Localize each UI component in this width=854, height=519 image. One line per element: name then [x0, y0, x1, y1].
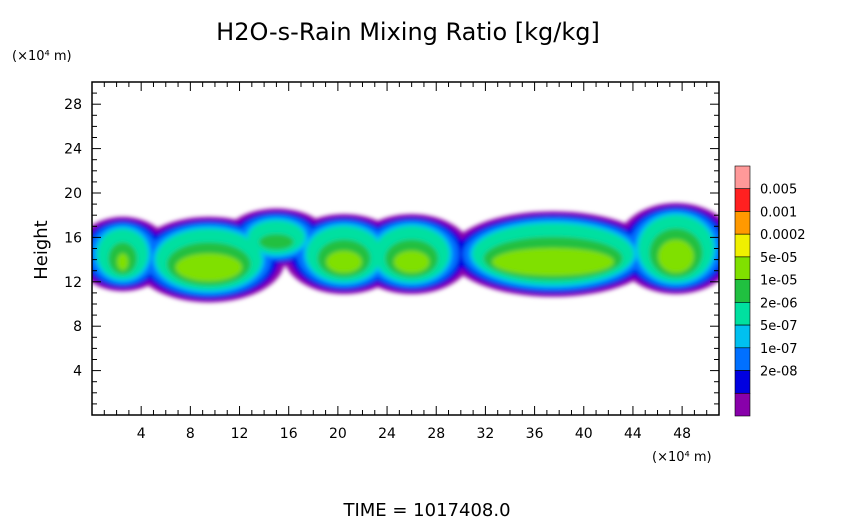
y-tick-label: 20: [64, 186, 82, 202]
colorbar-swatch: [734, 324, 751, 349]
colorbar-label: 2e-08: [760, 365, 798, 380]
field-cell: [393, 250, 430, 273]
y-tick-label: 12: [64, 275, 82, 291]
y-tick-label: 24: [64, 142, 82, 158]
colorbar-label: 0.005: [760, 183, 797, 198]
colorbar-swatch: [734, 279, 751, 303]
field-cell: [658, 239, 694, 273]
x-tick-label: 8: [186, 426, 195, 442]
colorbar-swatch: [734, 256, 751, 280]
x-tick-label: 40: [575, 426, 593, 442]
y-axis-label: Height: [31, 220, 52, 280]
x-tick-label: 16: [280, 426, 298, 442]
chart-title: H2O-s-Rain Mixing Ratio [kg/kg]: [216, 18, 600, 46]
field-cell: [326, 250, 362, 273]
field-cell: [492, 247, 614, 276]
y-tick-label: 28: [64, 97, 82, 113]
colorbar-swatch: [734, 188, 751, 212]
colorbar-swatch: [734, 165, 751, 190]
x-tick-label: 24: [378, 426, 396, 442]
colorbar-label: 2e-06: [760, 296, 798, 311]
field-cell: [259, 234, 294, 250]
x-tick-label: 28: [427, 426, 445, 442]
x-tick-label: 36: [526, 426, 544, 442]
field-cell: [117, 253, 129, 271]
colorbar-label: 5e-07: [760, 319, 798, 334]
x-axis: 4 8 12 16 20 24 28 32 36 40 44 48: [103, 82, 708, 442]
y-axis: 4 8 12 16 20 24 28: [64, 92, 719, 405]
y-tick-label: 8: [73, 319, 82, 335]
colorbar-swatch: [734, 211, 751, 235]
rain-field: [92, 203, 719, 303]
x-tick-label: 32: [476, 426, 494, 442]
colorbar-label: 1e-05: [760, 274, 798, 289]
colorbar-label: 0.001: [760, 205, 797, 220]
colorbar-label: 1e-07: [760, 342, 798, 357]
x-tick-label: 12: [231, 426, 249, 442]
colorbar-swatch: [734, 347, 751, 371]
y-axis-unit: (×10⁴ m): [12, 49, 72, 64]
colorbar: 0.005 0.001 0.0002 5e-05 1e-05 2e-06 5e-07 1e-0…: [734, 165, 806, 417]
colorbar-label: 5e-05: [760, 251, 798, 266]
x-tick-label: 4: [137, 426, 146, 442]
x-tick-label: 44: [624, 426, 642, 442]
x-axis-unit: (×10⁴ m): [652, 450, 712, 465]
footer-time: TIME = 1017408.0: [342, 500, 510, 519]
colorbar-label: 0.0002: [760, 228, 806, 243]
x-tick-label: 48: [673, 426, 691, 442]
y-tick-label: 16: [64, 230, 82, 246]
y-tick-label: 4: [73, 364, 82, 380]
colorbar-swatch: [734, 392, 751, 417]
field-cell: [175, 253, 242, 282]
colorbar-swatch: [734, 302, 751, 326]
colorbar-swatch: [734, 370, 751, 394]
x-tick-label: 20: [329, 426, 347, 442]
colorbar-swatch: [734, 233, 751, 258]
